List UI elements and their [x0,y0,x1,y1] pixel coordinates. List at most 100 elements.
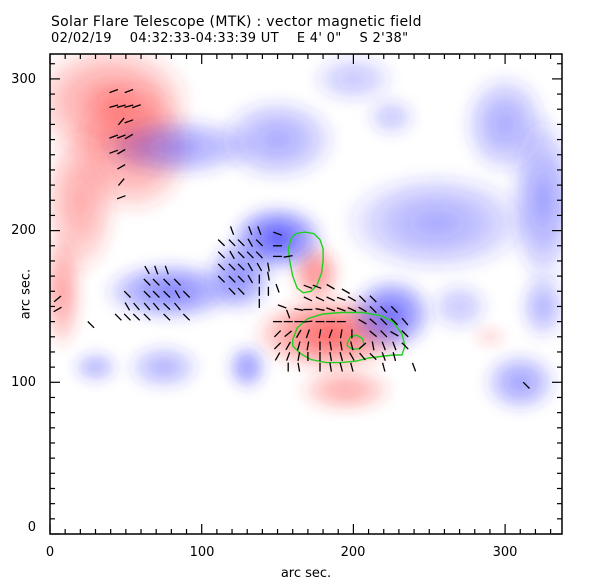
field-vector [369,305,377,314]
field-vector [144,265,150,275]
field-vector [124,119,134,124]
field-vector [318,329,322,339]
negative-field-region [347,275,435,353]
field-vector [303,296,313,302]
field-vector [339,362,344,372]
field-vector [358,342,367,350]
negative-field-region [481,350,559,414]
field-vector [285,309,291,319]
field-vector [255,239,263,247]
field-vector [341,288,351,295]
field-vector [369,352,377,361]
field-vector [257,226,262,236]
field-vector [328,329,333,339]
field-vector [256,262,263,272]
field-vector [339,352,344,362]
field-vector [217,275,226,283]
field-vector [350,341,354,351]
field-vector [255,251,263,259]
field-vector [163,290,171,298]
x-axis-label: arc sec. [280,566,332,581]
negative-field-region [428,280,491,333]
y-tick-label: 200 [11,223,36,238]
field-vector [237,287,245,295]
field-vector [297,351,301,362]
negative-field-region [309,54,398,106]
field-vector [358,306,367,313]
y-tick-label: 100 [11,375,36,390]
field-vector [117,117,125,126]
negative-field-region [125,342,203,392]
positive-field-region [472,326,508,348]
negative-field-region [71,349,120,385]
field-vector [390,305,398,314]
field-vector [123,290,131,298]
field-vector [336,296,346,302]
field-vector [380,317,388,326]
field-vector [305,329,311,339]
field-vector [124,302,131,311]
field-vector [359,352,366,361]
x-tick-label: 300 [492,545,518,560]
field-vector [237,251,245,259]
field-vector [285,352,291,361]
field-vector [339,329,343,339]
vector-layer [53,88,530,389]
negative-field-region [340,170,533,276]
field-vector [174,290,181,299]
field-vector [312,284,322,289]
field-vector [297,362,301,372]
field-vector [229,226,235,236]
field-vector [116,195,126,200]
field-vector [114,313,122,321]
field-vector [247,262,254,272]
field-vector [228,275,236,283]
field-vector [109,104,119,109]
field-vector [273,342,282,350]
field-vector [390,330,399,337]
field-vector [369,295,377,303]
field-vector [132,313,141,321]
field-vector [329,362,333,372]
contour-line [287,231,324,294]
field-vector [277,304,287,309]
field-vector [124,104,134,109]
field-vector [315,308,325,311]
negative-field-region [518,271,562,342]
field-vector [182,313,191,321]
field-vector [369,330,378,338]
field-vector [401,330,409,338]
field-vector [369,318,378,325]
field-vector [143,302,151,311]
field-vector [131,104,141,109]
field-vector [152,302,160,311]
field-vector [228,239,236,247]
field-vector [275,283,280,293]
field-vector [336,307,346,312]
field-vector [143,313,151,321]
negative-field-region [204,237,275,315]
field-vector [163,313,171,321]
field-vector [109,88,119,94]
field-vector [133,302,140,311]
negative-field-region [508,113,562,288]
positive-field-region [296,365,395,415]
field-vector [273,231,283,236]
field-vector [217,263,226,271]
field-vector [347,296,357,302]
observation-time-range: 04:32:33-04:33:39 UT [129,31,279,46]
field-vector [326,307,336,312]
field-vector [294,308,304,311]
field-vector [116,104,126,109]
plot-frame [49,53,563,535]
field-vector [381,362,386,372]
field-vector [522,381,530,389]
y-tick-label: 0 [27,520,36,535]
field-vector [53,295,62,303]
field-vector [228,287,236,295]
field-vector [380,330,388,338]
field-vector [285,341,291,351]
field-vector [380,305,388,314]
field-vector [267,271,270,281]
